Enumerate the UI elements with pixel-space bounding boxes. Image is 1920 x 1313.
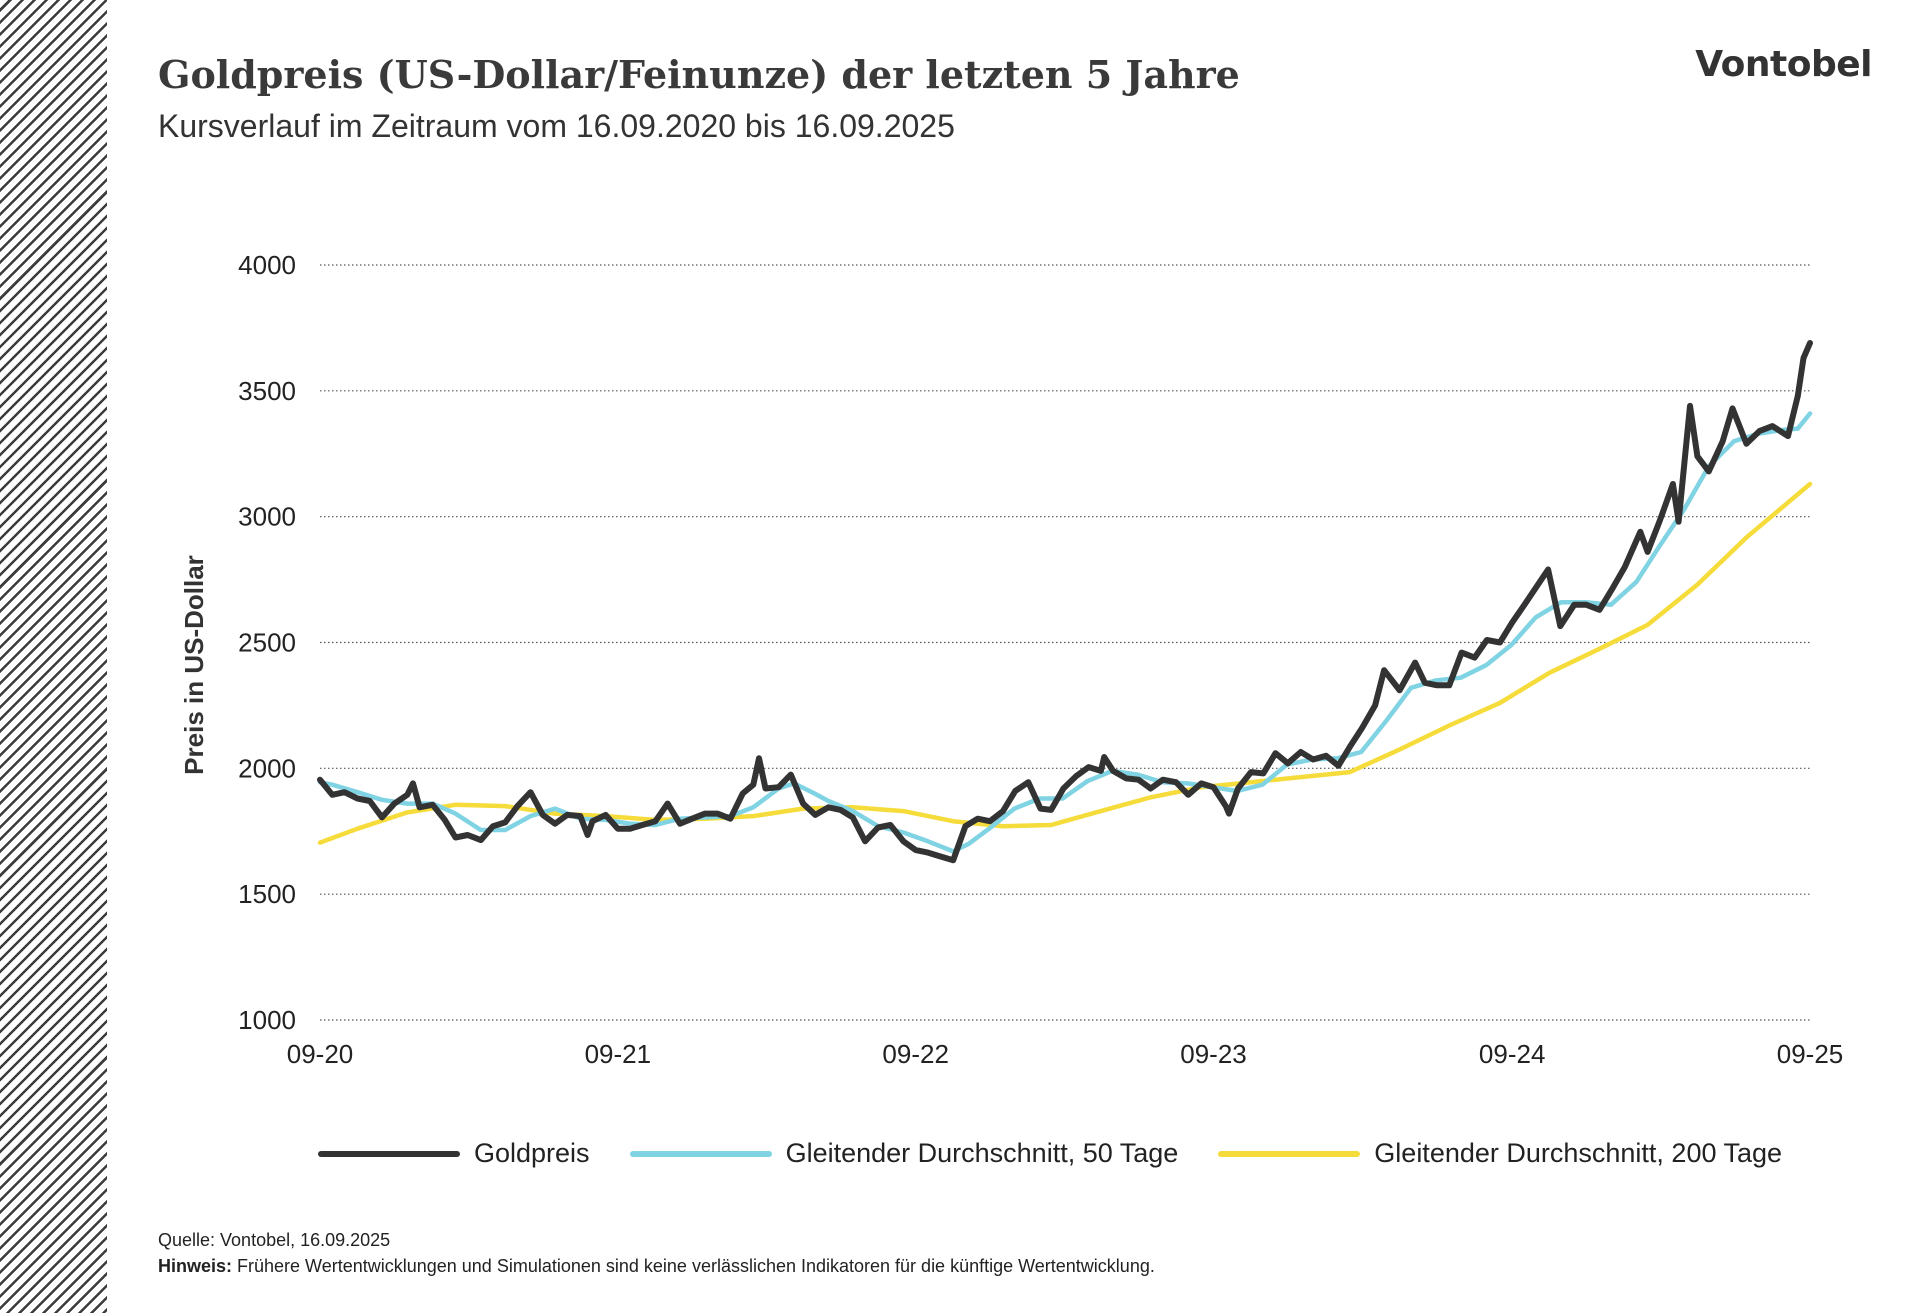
legend-swatch-ma200: [1218, 1150, 1361, 1157]
legend-label-ma50: Gleitender Durchschnitt, 50 Tage: [785, 1138, 1179, 1168]
y-tick-label: 2000: [238, 753, 296, 783]
x-tick-label: 09-21: [585, 1039, 652, 1069]
legend-item-ma200: Gleitender Durchschnitt, 200 Tage: [1218, 1138, 1782, 1169]
disclaimer-text: Frühere Wertentwicklungen und Simulation…: [232, 1256, 1155, 1276]
y-tick-label: 3500: [238, 376, 296, 406]
grid-lines: [320, 264, 1810, 1021]
x-tick-label: 09-23: [1180, 1039, 1247, 1069]
vontobel-logo: Vontobel: [1695, 44, 1872, 85]
x-tick-label: 09-25: [1777, 1039, 1844, 1069]
y-axis-label: Preis in US-Dollar: [179, 555, 209, 775]
legend-swatch-ma50: [629, 1150, 772, 1157]
y-tick-label: 1500: [238, 879, 296, 909]
y-tick-label: 4000: [238, 250, 296, 280]
chart-subtitle: Kursverlauf im Zeitraum vom 16.09.2020 b…: [158, 108, 955, 144]
x-tick-label: 09-20: [287, 1039, 354, 1069]
series-lines: [317, 340, 1813, 864]
x-axis-ticks: 09-20 09-21 09-22 09-23 09-24 09-25: [287, 1039, 1844, 1069]
legend-label-goldpreis: Goldpreis: [474, 1138, 590, 1168]
disclaimer-label: Hinweis:: [158, 1256, 233, 1276]
x-tick-label: 09-24: [1479, 1039, 1546, 1069]
legend-item-ma50: Gleitender Durchschnitt, 50 Tage: [629, 1138, 1179, 1169]
series-line-0: [317, 340, 1813, 864]
y-tick-label: 2500: [238, 628, 296, 658]
legend: Goldpreis Gleitender Durchschnitt, 50 Ta…: [318, 1138, 1822, 1169]
y-axis-ticks: 1000 1500 2000 2500 3000 3500 4000: [238, 250, 296, 1035]
series-line-2: [317, 481, 1813, 845]
chart-title: Goldpreis (US-Dollar/Feinunze) der letzt…: [158, 52, 1240, 97]
legend-swatch-goldpreis: [318, 1150, 460, 1157]
y-tick-label: 3000: [238, 502, 296, 532]
disclaimer-note: Hinweis: Frühere Wertentwicklungen und S…: [158, 1256, 1155, 1277]
legend-item-goldpreis: Goldpreis: [318, 1138, 590, 1169]
decorative-stripe-border: [0, 0, 107, 1313]
source-note: Quelle: Vontobel, 16.09.2025: [158, 1230, 391, 1250]
x-tick-label: 09-22: [882, 1039, 949, 1069]
legend-label-ma200: Gleitender Durchschnitt, 200 Tage: [1374, 1138, 1783, 1168]
y-tick-label: 1000: [238, 1005, 296, 1035]
